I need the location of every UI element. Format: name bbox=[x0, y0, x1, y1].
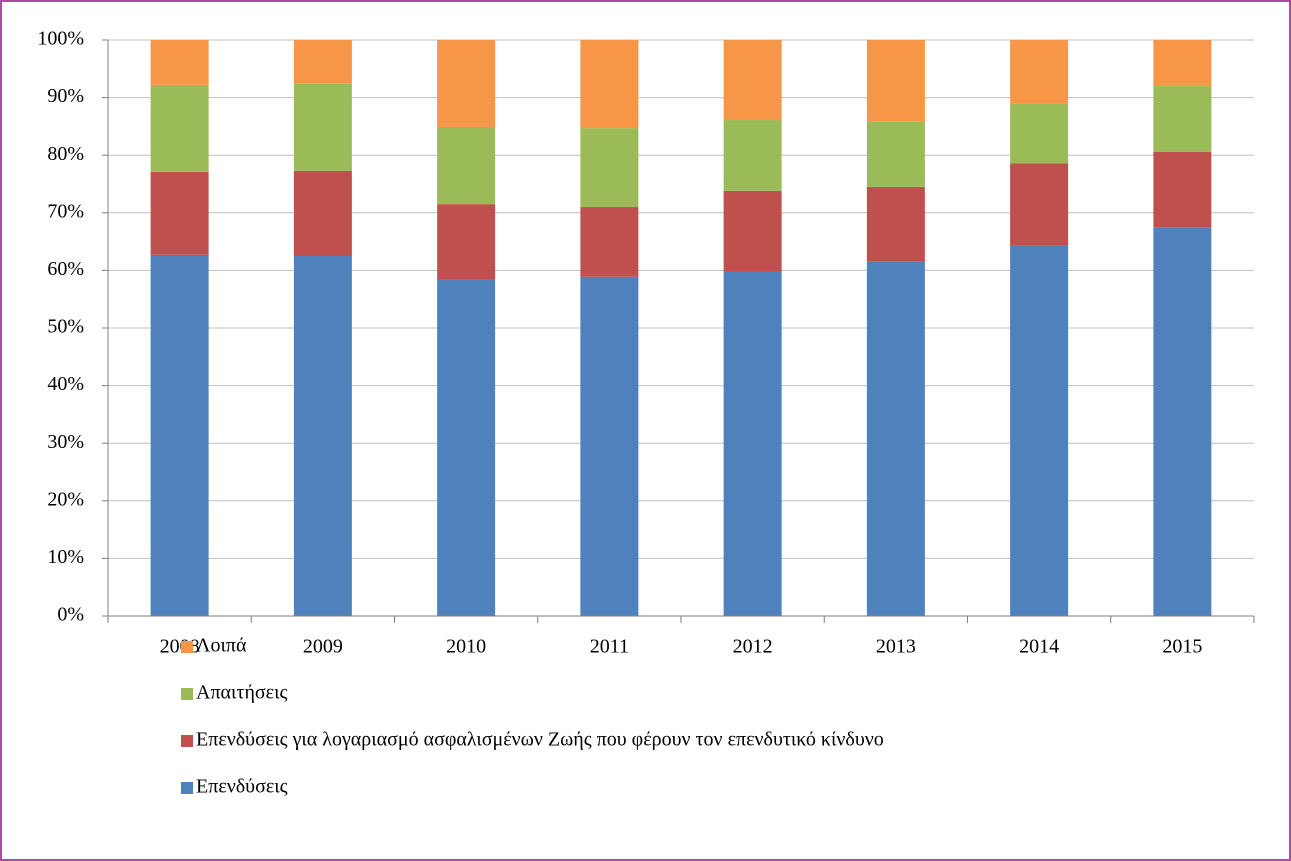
legend-label: Απαιτήσεις bbox=[196, 682, 287, 704]
legend-label: Λοιπά bbox=[196, 635, 247, 657]
bar-segment bbox=[580, 128, 639, 208]
x-tick-label: 2011 bbox=[590, 636, 629, 658]
y-tick-label: 90% bbox=[47, 85, 84, 107]
y-tick-label: 60% bbox=[47, 258, 84, 280]
bar-segment bbox=[580, 276, 639, 616]
legend-swatch bbox=[181, 641, 193, 653]
y-tick-label: 30% bbox=[47, 431, 84, 453]
y-tick-label: 70% bbox=[47, 200, 84, 222]
x-tick-label: 2008 bbox=[160, 636, 200, 658]
bar-segment bbox=[1153, 227, 1212, 616]
bar-segment bbox=[866, 40, 925, 122]
bar-segment bbox=[437, 204, 496, 280]
labels: 0% 10% 20% 30% 40% 50% 60% 70% 80% 90% 100% 2008 200… bbox=[37, 28, 1202, 658]
bar-segment bbox=[1010, 103, 1069, 164]
x-tick-label: 2014 bbox=[1019, 636, 1059, 658]
x-tick-label: 2013 bbox=[876, 636, 916, 658]
bar-segment bbox=[150, 84, 209, 172]
legend-swatch bbox=[181, 688, 193, 700]
x-tick-label: 2012 bbox=[733, 636, 773, 658]
bar-segment bbox=[1010, 163, 1069, 246]
bar-segment bbox=[866, 121, 925, 187]
bar-segment bbox=[437, 126, 496, 205]
legend: Λοιπά Απαιτήσεις Επενδύσεις για λογαριασμό… bbox=[181, 635, 884, 798]
bar-segment bbox=[866, 186, 925, 262]
y-tick-label: 0% bbox=[57, 604, 84, 626]
bar-segment bbox=[293, 40, 352, 84]
x-tick-label: 2015 bbox=[1162, 636, 1202, 658]
bar-segment bbox=[1010, 245, 1069, 616]
bar-segment bbox=[437, 279, 496, 616]
legend-swatch bbox=[181, 782, 193, 794]
y-tick-label: 100% bbox=[37, 28, 84, 50]
bar-segment bbox=[580, 40, 639, 129]
y-tick-label: 40% bbox=[47, 373, 84, 395]
y-tick-label: 20% bbox=[47, 488, 84, 510]
bar-segment bbox=[866, 261, 925, 616]
bar-segment bbox=[723, 120, 782, 191]
y-tick-label: 50% bbox=[47, 316, 84, 338]
y-tick-label: 80% bbox=[47, 143, 84, 165]
bar-segment bbox=[293, 170, 352, 256]
bar-segment bbox=[1010, 40, 1069, 104]
bar-segment bbox=[150, 171, 209, 255]
bar-segment bbox=[723, 270, 782, 616]
bar-segment bbox=[1153, 40, 1212, 87]
bar-segment bbox=[150, 254, 209, 616]
bars bbox=[150, 40, 1212, 616]
legend-label: Επενδύσεις για λογαριασμό ασφαλισμένων Ζ… bbox=[196, 729, 884, 751]
bar-segment bbox=[293, 256, 352, 616]
bar-segment bbox=[150, 40, 209, 85]
bar-segment bbox=[580, 207, 639, 277]
bar-segment bbox=[1153, 86, 1212, 152]
bar-segment bbox=[723, 190, 782, 271]
legend-label: Επενδύσεις bbox=[196, 776, 288, 798]
x-tick-label: 2010 bbox=[446, 636, 486, 658]
bar-segment bbox=[1153, 151, 1212, 228]
bar-segment bbox=[723, 40, 782, 121]
bar-segment bbox=[437, 40, 496, 127]
axes bbox=[102, 39, 1255, 623]
y-tick-label: 10% bbox=[47, 546, 84, 568]
x-tick-label: 2009 bbox=[303, 636, 343, 658]
bar-segment bbox=[293, 83, 352, 171]
legend-swatch bbox=[181, 735, 193, 747]
